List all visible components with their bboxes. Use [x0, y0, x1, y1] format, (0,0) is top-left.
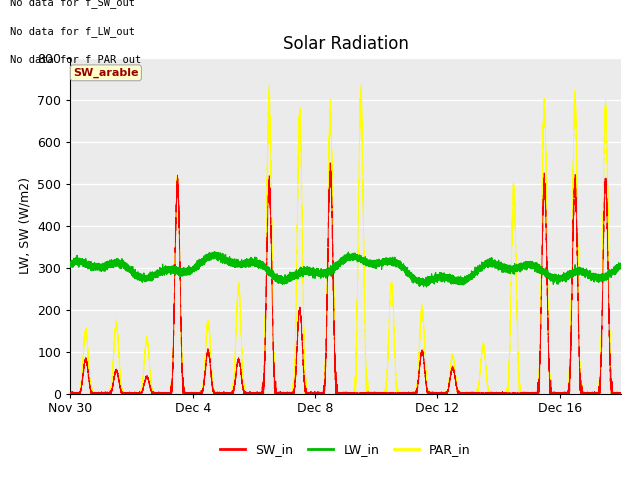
Text: No data for f_LW_out: No data for f_LW_out — [10, 26, 135, 36]
Text: No data for f_PAR_out: No data for f_PAR_out — [10, 54, 141, 65]
Title: Solar Radiation: Solar Radiation — [283, 35, 408, 53]
Legend: SW_in, LW_in, PAR_in: SW_in, LW_in, PAR_in — [215, 438, 476, 461]
Text: SW_arable: SW_arable — [73, 68, 139, 78]
Y-axis label: LW, SW (W/m2): LW, SW (W/m2) — [19, 177, 32, 274]
Text: No data for f_SW_out: No data for f_SW_out — [10, 0, 135, 8]
